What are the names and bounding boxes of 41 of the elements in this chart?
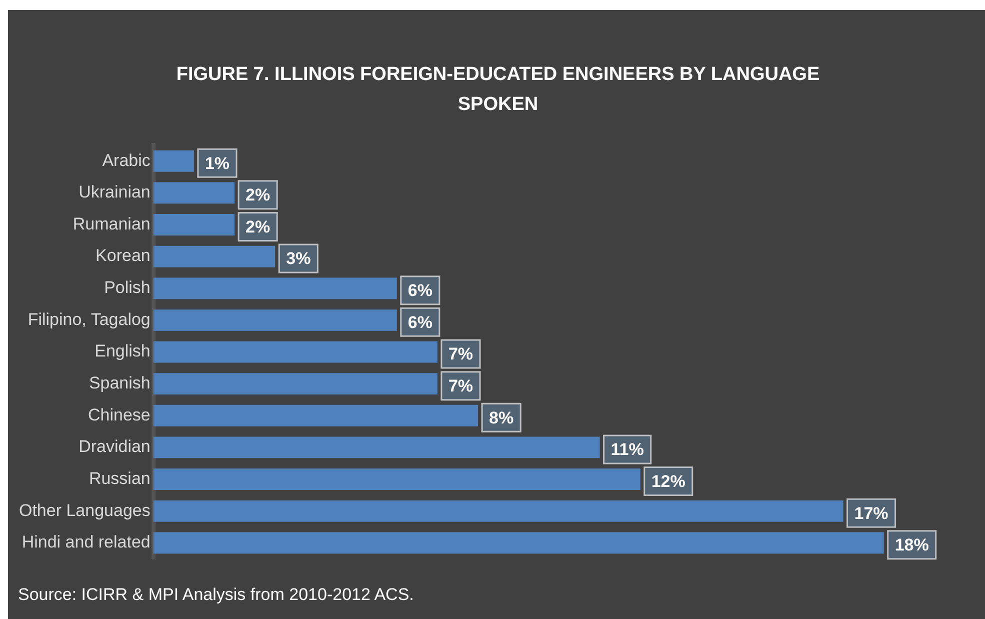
data-label: 7%: [448, 344, 474, 364]
data-label: 18%: [894, 536, 929, 555]
bar: [153, 182, 235, 204]
data-label: 7%: [448, 376, 474, 396]
bar: [153, 500, 844, 522]
y-tick-label: Hindi and related: [22, 532, 150, 552]
data-label: 8%: [489, 408, 514, 428]
data-label: 17%: [854, 504, 888, 523]
data-label: 3%: [286, 249, 311, 268]
y-tick-label: Dravidian: [78, 437, 150, 456]
data-label: 12%: [651, 472, 686, 491]
bar: [153, 436, 600, 458]
y-tick-label: Rumanian: [72, 214, 150, 234]
data-label: 2%: [246, 186, 270, 205]
bar: [153, 246, 276, 268]
data-label: 6%: [408, 281, 432, 300]
y-tick-label: Chinese: [88, 405, 150, 424]
y-tick-label: Korean: [96, 246, 150, 266]
bar: [153, 468, 640, 490]
y-tick-label: Arabic: [102, 150, 151, 170]
bar: [153, 309, 397, 331]
y-tick-label: Filipino, Tagalog: [28, 310, 150, 329]
bar: [153, 341, 438, 363]
bar: [153, 150, 194, 172]
y-tick-label: Other Languages: [18, 500, 150, 520]
y-tick-label: Ukrainian: [78, 182, 150, 202]
chart-title: FIGURE 7. ILLINOIS FOREIGN-EDUCATED ENGINEERS BY LANGUAGE SPOKEN: [175, 63, 821, 117]
bar: [153, 214, 235, 236]
data-label: 1%: [204, 154, 230, 173]
bar: [153, 373, 438, 395]
bar: [153, 404, 478, 426]
data-label: 11%: [610, 440, 644, 460]
y-tick-label: Polish: [104, 278, 150, 298]
source-note: Source: ICIRR & MPI Analysis from 2010-2012 ACS.: [18, 585, 414, 605]
data-label: 6%: [408, 312, 432, 332]
bar: [153, 532, 884, 554]
y-tick-label: Russian: [88, 468, 150, 488]
bar: [153, 278, 397, 300]
y-tick-label: Spanish: [88, 374, 150, 393]
data-label: 2%: [246, 217, 270, 236]
y-tick-label: English: [94, 342, 150, 361]
